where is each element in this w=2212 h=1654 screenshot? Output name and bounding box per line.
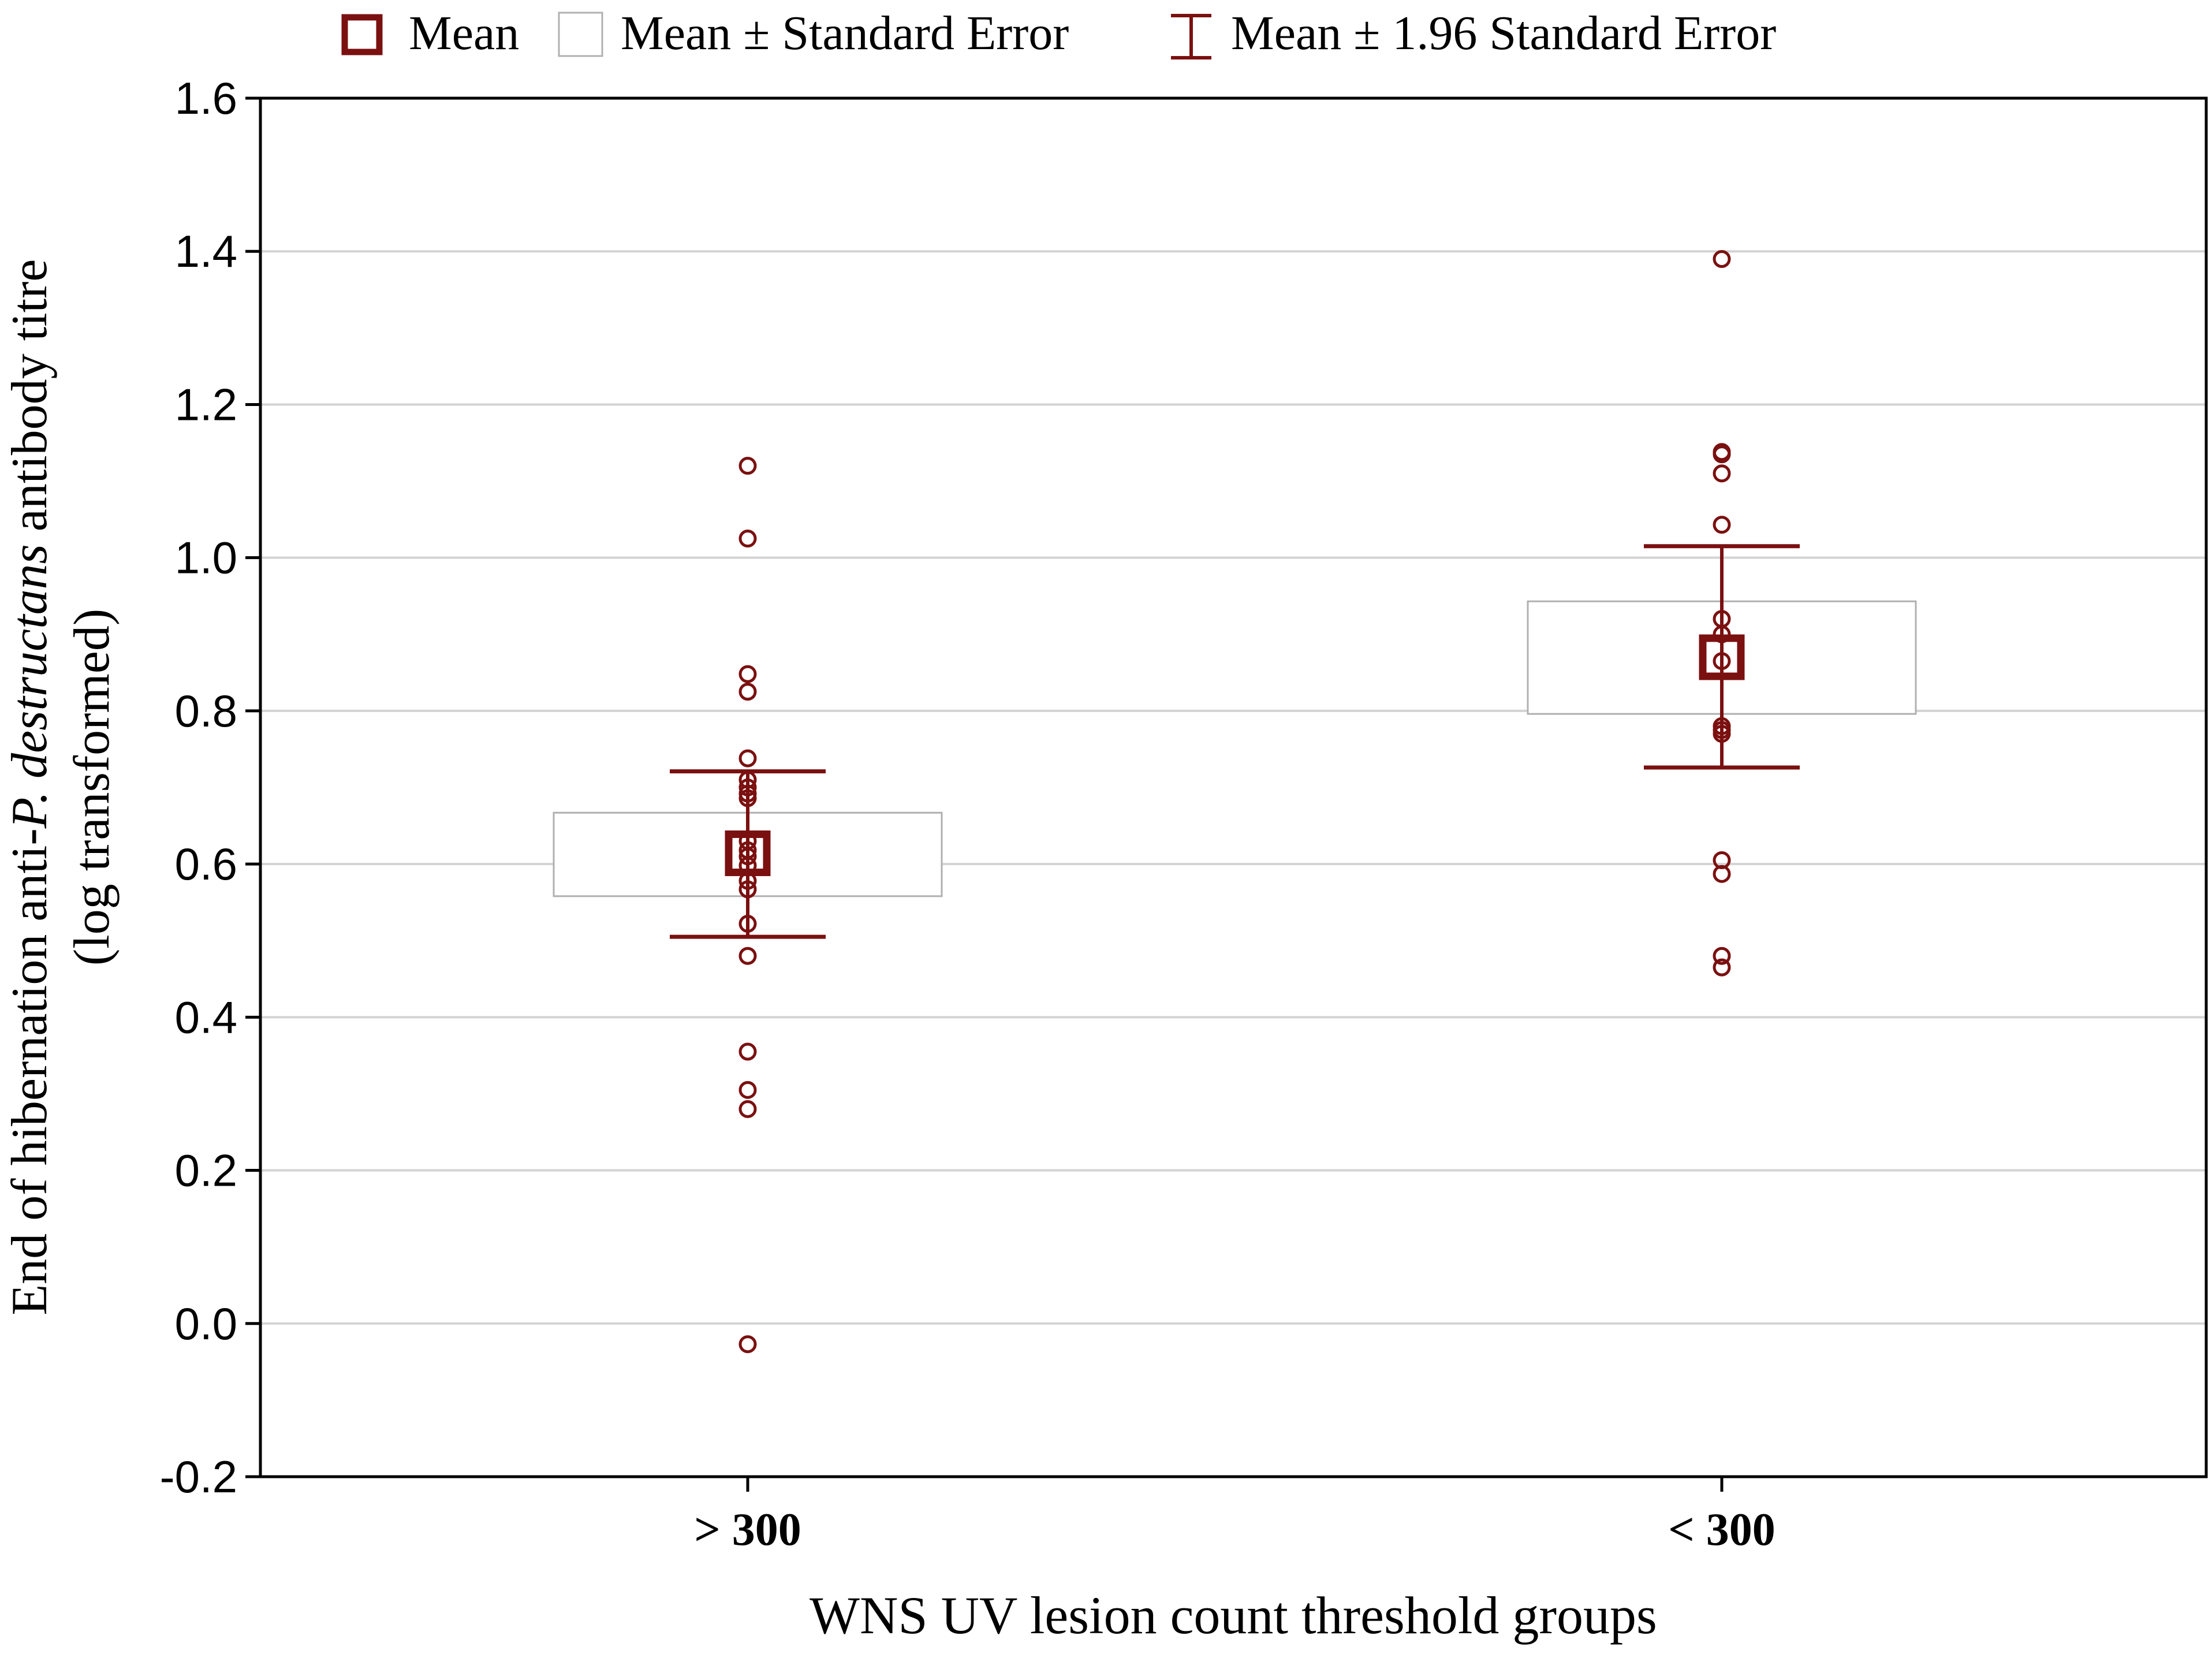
legend-se-label: Mean ± Standard Error bbox=[621, 6, 1069, 60]
mean-marker bbox=[725, 830, 771, 877]
data-point bbox=[738, 1081, 757, 1099]
data-point bbox=[738, 1335, 757, 1354]
y-tick-label: 1.6 bbox=[175, 73, 237, 124]
legend-ci-label: Mean ± 1.96 Standard Error bbox=[1231, 6, 1776, 60]
data-point bbox=[1713, 947, 1731, 965]
data-point bbox=[738, 778, 757, 796]
data-point bbox=[738, 665, 757, 683]
y-axis-title-part2: antibody titre bbox=[2, 259, 58, 545]
x-tick-label: < 300 bbox=[1668, 1504, 1775, 1555]
data-point bbox=[738, 789, 757, 807]
data-point bbox=[1713, 249, 1731, 268]
y-axis-title-part1: End of hibernation anti- bbox=[2, 828, 58, 1315]
data-point bbox=[1713, 958, 1731, 977]
x-axis: > 300 < 300 bbox=[694, 1477, 1775, 1555]
mean-marker bbox=[1699, 634, 1745, 680]
svg-text:End of hibernation anti-P. des: End of hibernation anti-P. destructans a… bbox=[2, 259, 58, 1316]
data-point bbox=[1713, 725, 1731, 743]
y-axis-title-line2: (log transformed) bbox=[64, 609, 120, 966]
y-axis-title-italic: P. destructans bbox=[2, 544, 58, 829]
data-point bbox=[738, 1100, 757, 1118]
y-tick-label: 0.8 bbox=[175, 686, 237, 736]
data-point bbox=[1713, 652, 1731, 670]
legend: Mean Mean ± Standard Error Mean ± 1.96 S… bbox=[341, 6, 1776, 60]
x-axis-title: WNS UV lesion count threshold groups bbox=[810, 1586, 1657, 1645]
data-point bbox=[738, 1042, 757, 1061]
y-tick-label: 0.2 bbox=[175, 1145, 237, 1196]
legend-ci-marker bbox=[1171, 14, 1211, 59]
y-tick-label: 0.0 bbox=[175, 1298, 237, 1349]
legend-se-marker bbox=[558, 12, 603, 57]
gridlines bbox=[260, 250, 2206, 1325]
data-point bbox=[1713, 516, 1731, 534]
data-groups bbox=[553, 249, 1917, 1354]
y-tick-label: 0.6 bbox=[175, 839, 237, 889]
data-point bbox=[738, 457, 757, 475]
y-axis-title: End of hibernation anti-P. destructans a… bbox=[2, 259, 120, 1316]
y-tick-label: 0.4 bbox=[175, 992, 237, 1042]
y-axis: -0.2 0.0 0.2 0.4 0.6 0.8 1.0 1.2 1.4 1.6 bbox=[160, 73, 260, 1502]
group-1 bbox=[553, 457, 943, 1354]
x-tick-label: > 300 bbox=[694, 1504, 801, 1555]
data-point bbox=[738, 683, 757, 701]
y-tick-label: 1.0 bbox=[175, 532, 237, 583]
y-tick-label: 1.2 bbox=[175, 379, 237, 430]
data-point bbox=[1713, 445, 1731, 464]
data-point bbox=[738, 749, 757, 768]
data-point bbox=[738, 915, 757, 933]
data-point bbox=[738, 947, 757, 965]
data-point bbox=[738, 847, 757, 866]
data-point bbox=[738, 530, 757, 548]
y-tick-label: 1.4 bbox=[175, 226, 237, 277]
data-point bbox=[1713, 464, 1731, 483]
group-2 bbox=[1527, 249, 1917, 977]
legend-mean-label: Mean bbox=[409, 6, 519, 60]
data-point bbox=[1713, 865, 1731, 883]
data-point bbox=[738, 880, 757, 899]
y-tick-label: -0.2 bbox=[160, 1451, 237, 1502]
plot-frame bbox=[259, 96, 2208, 1478]
legend-mean-marker bbox=[341, 14, 383, 55]
